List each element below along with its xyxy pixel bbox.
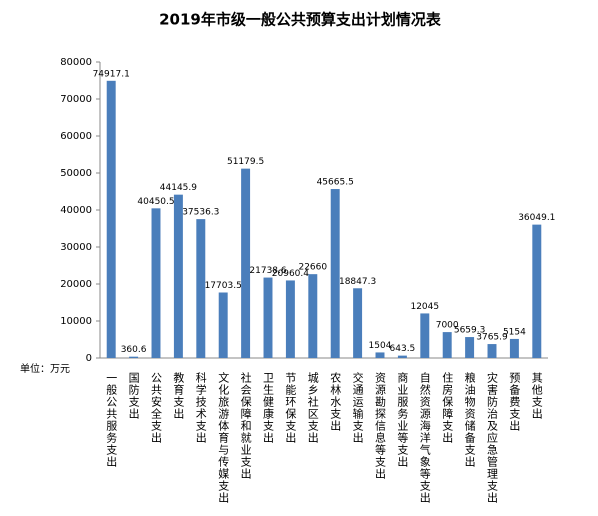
x-tick-label: 自然资源海洋气象等支出 <box>418 372 431 504</box>
value-label: 44145.9 <box>160 183 197 193</box>
value-label: 36049.1 <box>518 213 555 223</box>
bar <box>465 337 475 358</box>
bar <box>353 288 363 358</box>
x-tick-label: 国防支出 <box>127 372 140 420</box>
bar <box>420 313 430 358</box>
x-tick-label: 预备费支出 <box>508 372 521 432</box>
value-label: 21738.6 <box>249 266 286 276</box>
x-tick-label: 城乡社区支出 <box>306 372 319 444</box>
value-label: 40450.5 <box>137 197 174 207</box>
x-tick-label: 交通运输支出 <box>351 371 364 444</box>
bar <box>532 224 542 358</box>
value-label: 3765.9 <box>476 333 508 343</box>
value-label: 5659.3 <box>454 326 486 336</box>
x-tick-label: 农林水支出 <box>329 371 342 432</box>
bar <box>487 344 497 358</box>
bar <box>241 168 251 358</box>
x-tick-label: 科学技术支出 <box>194 371 207 444</box>
x-tick-label: 社会保障和就业支出 <box>239 371 252 480</box>
x-tick-label: 粮油物资储备支出 <box>463 371 476 468</box>
y-tick-label: 50000 <box>60 168 92 179</box>
bar <box>129 356 139 358</box>
value-label: 7000 <box>436 321 459 331</box>
y-tick-label: 40000 <box>60 205 92 216</box>
value-label: 74917.1 <box>93 69 130 79</box>
y-tick-label: 10000 <box>60 316 92 327</box>
x-tick-label: 资源勘探信息等支出 <box>374 372 387 480</box>
x-tick-label: 文化旅游体育与传媒支出 <box>217 371 230 504</box>
bar <box>375 352 385 358</box>
y-tick-label: 30000 <box>60 242 92 253</box>
value-label: 643.5 <box>390 344 416 354</box>
value-label: 37536.3 <box>182 208 219 218</box>
x-tick-label: 卫生健康支出 <box>262 372 275 444</box>
bar <box>196 219 206 358</box>
y-tick-label: 70000 <box>60 94 92 105</box>
bar <box>218 292 228 358</box>
x-tick-label: 教育支出 <box>172 372 185 420</box>
x-tick-label: 一般公共服务支出 <box>105 372 118 468</box>
bar <box>397 355 407 358</box>
x-tick-label: 灾害防治及应急管理支出 <box>486 371 499 504</box>
x-tick-label: 商业服务业等支出 <box>396 371 409 468</box>
value-label: 18847.3 <box>339 277 376 287</box>
bar <box>173 194 183 358</box>
y-tick-label: 20000 <box>60 279 92 290</box>
y-tick-label: 60000 <box>60 131 92 142</box>
bar <box>509 338 519 358</box>
chart-title: 2019年市级一般公共预算支出计划情况表 <box>159 11 442 29</box>
value-label: 20960.4 <box>272 269 309 279</box>
value-label: 360.6 <box>121 345 147 355</box>
bar <box>106 80 116 358</box>
bar <box>330 189 340 358</box>
value-label: 1504 <box>369 341 392 351</box>
x-tick-label: 公共安全支出 <box>150 372 163 444</box>
value-label: 45665.5 <box>317 178 354 188</box>
x-tick-label: 住房保障支出 <box>441 371 454 444</box>
value-label: 5154 <box>503 327 526 337</box>
bar <box>308 274 318 358</box>
value-label: 22660 <box>298 263 327 273</box>
bar <box>151 208 161 358</box>
bar <box>442 332 452 358</box>
x-tick-label: 其他支出 <box>530 372 543 420</box>
value-label: 17703.5 <box>205 281 242 291</box>
value-label: 12045 <box>410 302 439 312</box>
unit-label: 单位：万元 <box>20 362 70 375</box>
value-label: 51179.5 <box>227 157 264 167</box>
bar <box>263 277 273 358</box>
y-tick-label: 0 <box>86 353 92 364</box>
x-tick-label: 节能环保支出 <box>284 372 297 444</box>
bar <box>285 280 295 358</box>
y-tick-label: 80000 <box>60 57 92 68</box>
